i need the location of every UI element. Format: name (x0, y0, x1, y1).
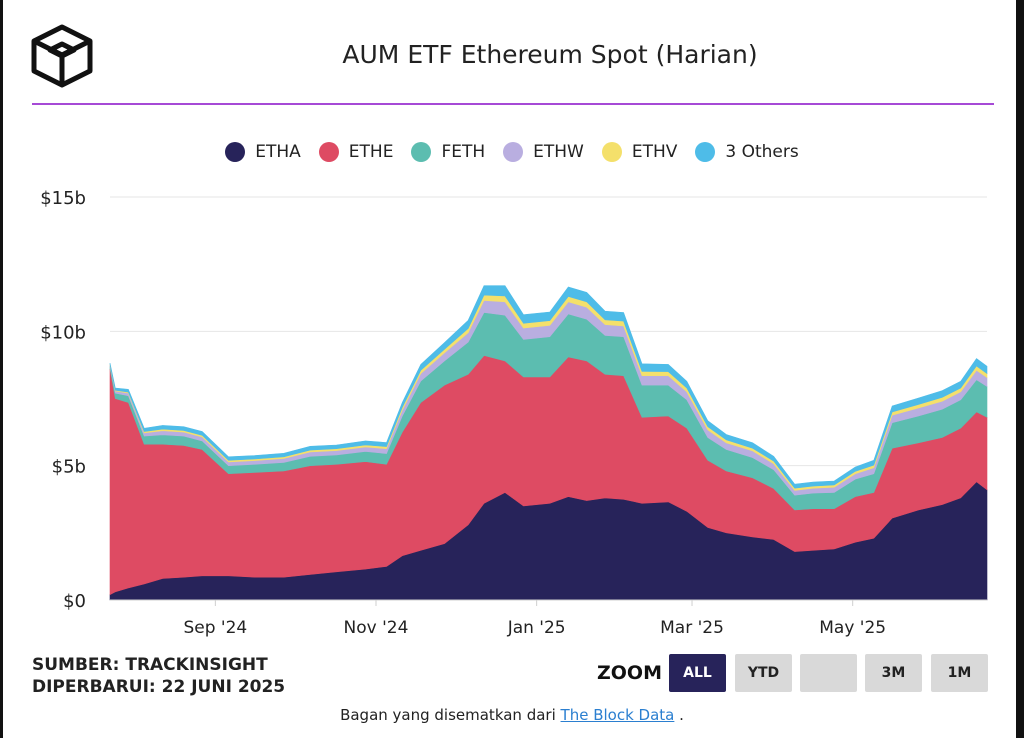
legend-label-ethv: ETHV (631, 142, 678, 162)
y-tick-label-2: $10b (40, 322, 86, 343)
the-block-data-link[interactable]: The Block Data (560, 706, 675, 724)
x-tick-label-4: May '25 (819, 618, 886, 638)
left-frame-edge (0, 0, 3, 738)
zoom-3m-button[interactable]: 3M (865, 654, 922, 692)
y-tick-label-0: $0 (63, 591, 86, 612)
x-tick-label-0: Sep '24 (183, 618, 247, 638)
legend-dot-ethe (318, 142, 339, 162)
legend-dot-others (695, 142, 716, 162)
y-tick-label-3: $15b (40, 188, 86, 209)
legend-item-etha[interactable]: ETHA (225, 142, 301, 162)
zoom-blank-button[interactable] (800, 654, 857, 692)
legend-item-feth[interactable]: FETH (411, 142, 485, 162)
cube-logo-icon (31, 24, 93, 88)
legend-item-others[interactable]: 3 Others (695, 142, 799, 162)
legend-label-etha: ETHA (255, 142, 301, 162)
source-label: SUMBER: TRACKINSIGHT (32, 655, 268, 675)
title-divider (32, 103, 994, 105)
x-tick-label-3: Mar '25 (660, 618, 724, 638)
right-frame-edge (1016, 0, 1024, 738)
legend-item-ethe[interactable]: ETHE (318, 142, 394, 162)
legend-dot-ethv (601, 142, 622, 162)
zoom-label: ZOOM (597, 662, 662, 684)
zoom-ytd-button[interactable]: YTD (735, 654, 792, 692)
legend-item-ethw[interactable]: ETHW (503, 142, 584, 162)
chart-legend: ETHA ETHE FETH ETHW ETHV 3 Others (0, 142, 1024, 162)
x-tick-label-1: Nov '24 (344, 618, 409, 638)
legend-label-ethw: ETHW (533, 142, 584, 162)
legend-dot-feth (411, 142, 432, 162)
legend-dot-etha (225, 142, 246, 162)
stacked-area-chart: $0 $5b $10b $15b Sep '24 Nov '24 Jan '25 Mar '2… (40, 188, 988, 638)
legend-item-ethv[interactable]: ETHV (601, 142, 678, 162)
embed-note: Bagan yang disematkan dari The Block Dat… (0, 706, 1024, 724)
x-tick-label-2: Jan '25 (507, 618, 566, 638)
updated-label: DIPERBARUI: 22 JUNI 2025 (32, 677, 286, 697)
page-title: AUM ETF Ethereum Spot (Harian) (342, 40, 758, 69)
legend-label-ethe: ETHE (348, 142, 394, 162)
legend-label-others: 3 Others (725, 142, 799, 162)
legend-dot-ethw (503, 142, 524, 162)
y-tick-label-1: $5b (52, 457, 86, 478)
embed-prefix: Bagan yang disematkan dari (340, 706, 556, 724)
source-note: SUMBER: TRACKINSIGHT DIPERBARUI: 22 JUNI… (32, 654, 285, 698)
zoom-all-button[interactable]: ALL (669, 654, 726, 692)
area-series-3-others (109, 285, 988, 489)
embed-suffix: . (679, 706, 684, 724)
legend-label-feth: FETH (441, 142, 486, 162)
zoom-1m-button[interactable]: 1M (931, 654, 988, 692)
